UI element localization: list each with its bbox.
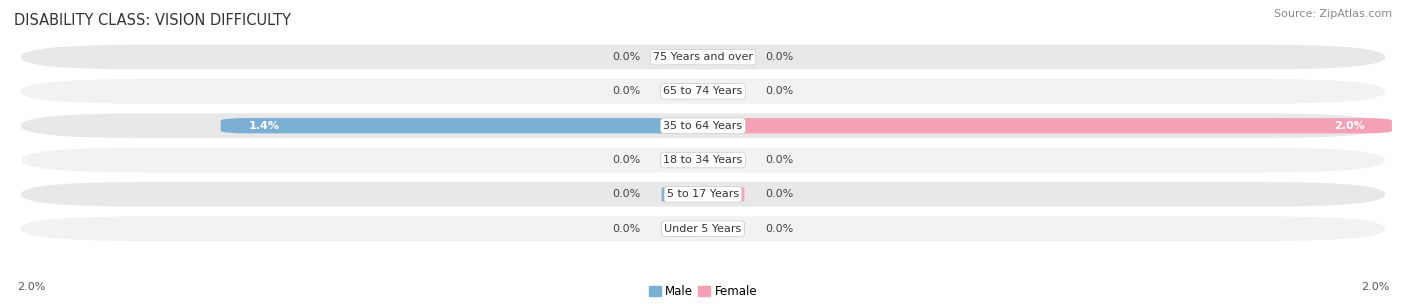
Text: 35 to 64 Years: 35 to 64 Years <box>664 121 742 131</box>
Text: 0.0%: 0.0% <box>765 52 793 62</box>
FancyBboxPatch shape <box>21 148 1385 172</box>
FancyBboxPatch shape <box>703 187 744 202</box>
FancyBboxPatch shape <box>703 152 744 168</box>
FancyBboxPatch shape <box>703 221 744 236</box>
FancyBboxPatch shape <box>703 84 744 99</box>
Text: 75 Years and over: 75 Years and over <box>652 52 754 62</box>
FancyBboxPatch shape <box>662 221 703 236</box>
Text: 2.0%: 2.0% <box>1361 282 1389 292</box>
FancyBboxPatch shape <box>21 182 1385 207</box>
Text: 18 to 34 Years: 18 to 34 Years <box>664 155 742 165</box>
FancyBboxPatch shape <box>21 216 1385 241</box>
Text: 0.0%: 0.0% <box>613 52 641 62</box>
Text: 0.0%: 0.0% <box>765 189 793 199</box>
FancyBboxPatch shape <box>662 187 703 202</box>
Text: 0.0%: 0.0% <box>613 155 641 165</box>
FancyBboxPatch shape <box>662 152 703 168</box>
Text: 0.0%: 0.0% <box>765 86 793 96</box>
FancyBboxPatch shape <box>662 84 703 99</box>
Text: 65 to 74 Years: 65 to 74 Years <box>664 86 742 96</box>
FancyBboxPatch shape <box>221 118 703 133</box>
Text: 0.0%: 0.0% <box>765 155 793 165</box>
FancyBboxPatch shape <box>21 45 1385 69</box>
FancyBboxPatch shape <box>21 79 1385 104</box>
Text: DISABILITY CLASS: VISION DIFFICULTY: DISABILITY CLASS: VISION DIFFICULTY <box>14 13 291 28</box>
Text: 0.0%: 0.0% <box>765 224 793 234</box>
Text: Source: ZipAtlas.com: Source: ZipAtlas.com <box>1274 9 1392 19</box>
FancyBboxPatch shape <box>21 113 1385 138</box>
Text: 0.0%: 0.0% <box>613 189 641 199</box>
FancyBboxPatch shape <box>703 50 744 65</box>
Text: 5 to 17 Years: 5 to 17 Years <box>666 189 740 199</box>
Text: 2.0%: 2.0% <box>1334 121 1364 131</box>
Text: 1.4%: 1.4% <box>249 121 280 131</box>
Legend: Male, Female: Male, Female <box>644 281 762 303</box>
Text: Under 5 Years: Under 5 Years <box>665 224 741 234</box>
FancyBboxPatch shape <box>703 118 1392 133</box>
Text: 0.0%: 0.0% <box>613 224 641 234</box>
FancyBboxPatch shape <box>662 50 703 65</box>
Text: 0.0%: 0.0% <box>613 86 641 96</box>
Text: 2.0%: 2.0% <box>17 282 45 292</box>
